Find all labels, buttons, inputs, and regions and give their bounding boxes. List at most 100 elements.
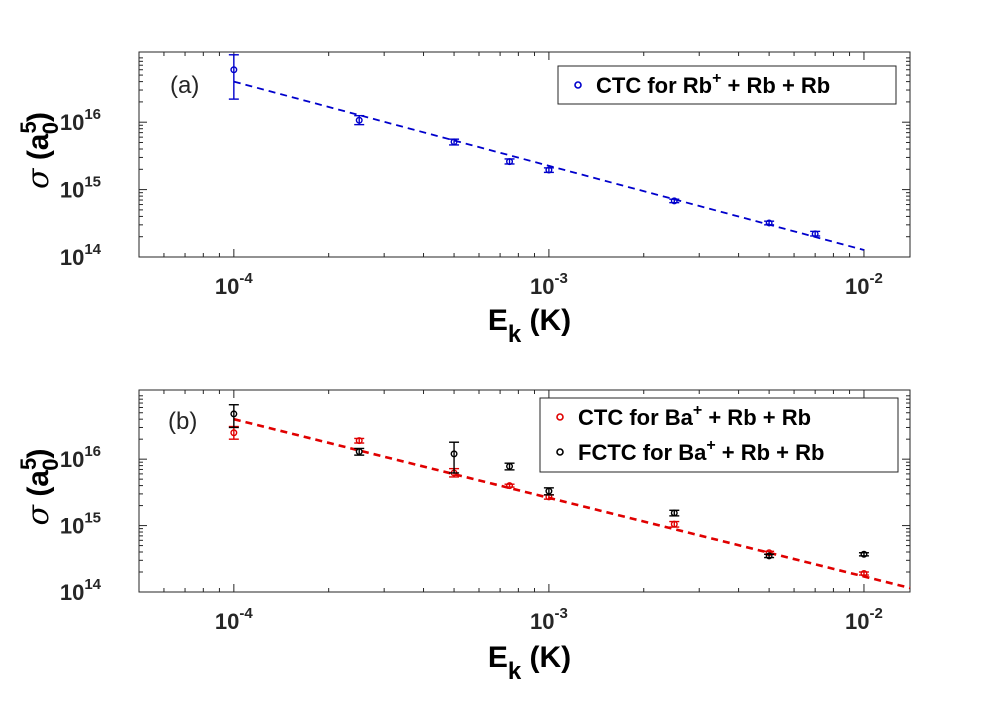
legend-text: + Rb + Rb	[716, 440, 825, 465]
y-tick-mantissa: 10	[60, 447, 84, 472]
x-tick-mantissa: 10	[530, 609, 554, 634]
y-label-close: )	[22, 112, 55, 122]
y-tick-exponent: 14	[84, 241, 101, 258]
y-label-sub: 0	[38, 459, 63, 471]
data-point	[545, 487, 553, 495]
data-point	[506, 158, 514, 166]
y-label-sigma: σ	[21, 504, 56, 526]
x-label-unit: (K)	[521, 304, 571, 337]
data-point	[450, 450, 458, 458]
data-point	[230, 410, 238, 418]
legend-sup: +	[693, 402, 702, 419]
data-point	[506, 482, 514, 490]
x-tick-label: 10-2	[845, 605, 883, 634]
x-label-main: E	[488, 641, 508, 674]
x-tick-label: 10-4	[215, 605, 253, 634]
y-axis-label: σ (a50)	[16, 449, 63, 526]
y-tick-mantissa: 10	[60, 514, 84, 539]
y-axis-label: σ (a50)	[16, 112, 63, 189]
data-point	[355, 437, 363, 445]
x-tick-label: 10-2	[845, 270, 883, 299]
x-tick-label: 10-4	[215, 270, 253, 299]
data-point	[670, 197, 678, 205]
y-tick-mantissa: 10	[60, 178, 84, 203]
legend-box	[539, 397, 899, 473]
y-tick-mantissa: 10	[60, 580, 84, 605]
data-point	[811, 230, 819, 238]
series-secondary	[228, 404, 869, 560]
legend: CTC for Ba+ + Rb + Rb FCTC for Ba+ + Rb +…	[539, 397, 899, 473]
data-point	[545, 166, 553, 174]
legend-marker	[556, 413, 564, 421]
data-point	[506, 462, 514, 470]
x-tick-exponent: -3	[554, 605, 567, 622]
y-label-close: )	[22, 449, 55, 459]
y-label-sub: 0	[38, 122, 63, 134]
x-label-sub: k	[508, 658, 522, 685]
legend-marker	[556, 448, 564, 456]
legend-entry-label: FCTC for Ba+ + Rb + Rb	[578, 437, 824, 465]
y-tick-label: 1015	[60, 174, 101, 203]
legend-marker	[574, 81, 582, 89]
data-point	[230, 429, 238, 437]
y-tick-exponent: 14	[84, 576, 101, 593]
data-point	[450, 138, 458, 146]
y-tick-label: 1015	[60, 510, 101, 539]
y-tick-exponent: 15	[84, 174, 101, 191]
y-tick-mantissa: 10	[60, 245, 84, 270]
y-tick-exponent: 15	[84, 510, 101, 527]
data-point	[230, 66, 238, 74]
data-point	[355, 116, 363, 124]
data-point	[860, 569, 868, 577]
y-label-open: (a	[22, 133, 55, 168]
legend-entry-label: CTC for Ba+ + Rb + Rb	[578, 402, 811, 430]
y-tick-mantissa: 10	[60, 110, 84, 135]
x-tick-label: 10-3	[530, 605, 568, 634]
x-label-sub: k	[508, 321, 522, 348]
x-tick-exponent: -3	[554, 270, 567, 287]
x-tick-exponent: -2	[870, 270, 883, 287]
legend-text: CTC for Rb	[596, 73, 712, 98]
minor-ticks	[139, 52, 910, 257]
x-axis-label: Ek (K)	[488, 304, 571, 348]
legend-text: + Rb + Rb	[721, 73, 830, 98]
x-label-main: E	[488, 304, 508, 337]
data-point	[355, 448, 363, 456]
x-tick-exponent: -4	[239, 605, 253, 622]
y-label-open: (a	[22, 470, 55, 505]
legend-text: + Rb + Rb	[702, 405, 811, 430]
x-tick-mantissa: 10	[530, 274, 554, 299]
panel-label: (b)	[168, 408, 197, 435]
y-tick-label: 1014	[60, 241, 102, 270]
y-label-sup: 5	[16, 121, 41, 133]
y-label-sigma: σ	[21, 167, 56, 189]
data-point	[765, 219, 773, 227]
plot-area	[138, 389, 911, 593]
y-tick-label: 1016	[60, 106, 101, 135]
data-point	[670, 509, 678, 517]
x-axis-label: Ek (K)	[488, 641, 571, 685]
legend-sup: +	[712, 70, 721, 87]
x-tick-mantissa: 10	[845, 274, 869, 299]
data-point	[860, 550, 868, 558]
legend: CTC for Rb+ + Rb + Rb	[557, 65, 897, 105]
y-tick-exponent: 16	[84, 106, 101, 123]
series-primary	[228, 54, 821, 238]
minor-ticks	[139, 390, 910, 592]
data-point	[765, 552, 773, 560]
y-tick-label: 1016	[60, 443, 101, 472]
legend-entry-label: CTC for Rb+ + Rb + Rb	[596, 70, 830, 98]
x-label-unit: (K)	[521, 641, 571, 674]
fit-line	[233, 417, 911, 590]
y-label-sup: 5	[16, 458, 41, 470]
data-point	[670, 520, 678, 528]
x-tick-label: 10-3	[530, 270, 568, 299]
x-tick-mantissa: 10	[845, 609, 869, 634]
y-tick-label: 1014	[60, 576, 102, 605]
x-tick-exponent: -4	[239, 270, 253, 287]
legend-box	[557, 65, 897, 105]
x-tick-exponent: -2	[870, 605, 883, 622]
